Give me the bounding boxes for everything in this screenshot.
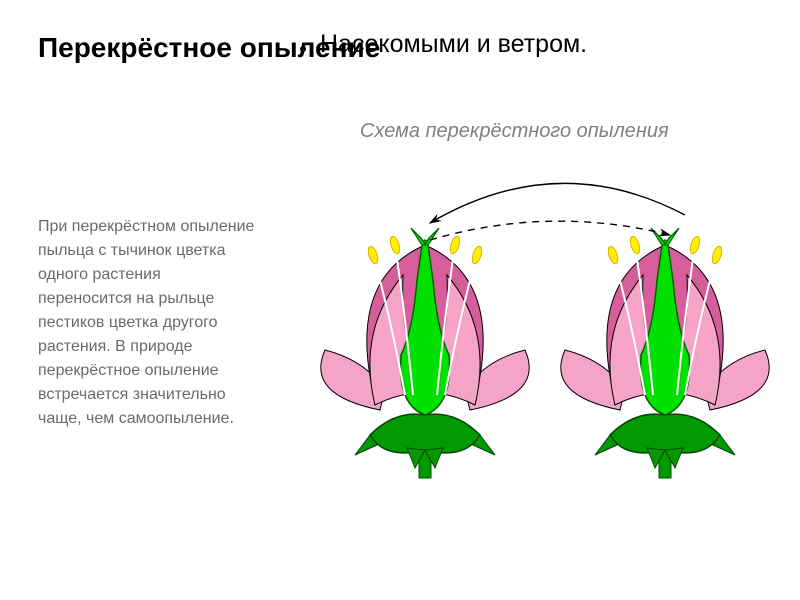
body-paragraph: При перекрёстном опыление пыльца с тычин… [38,215,258,431]
diagram-caption: Схема перекрёстного опыления [360,120,669,143]
bullet-dot-icon [300,46,306,52]
cross-pollination-diagram [275,160,785,480]
bullet-line: Насекомыми и ветром. [300,30,587,59]
diagram-svg [275,160,785,480]
bullet-text: Насекомыми и ветром. [320,30,587,59]
